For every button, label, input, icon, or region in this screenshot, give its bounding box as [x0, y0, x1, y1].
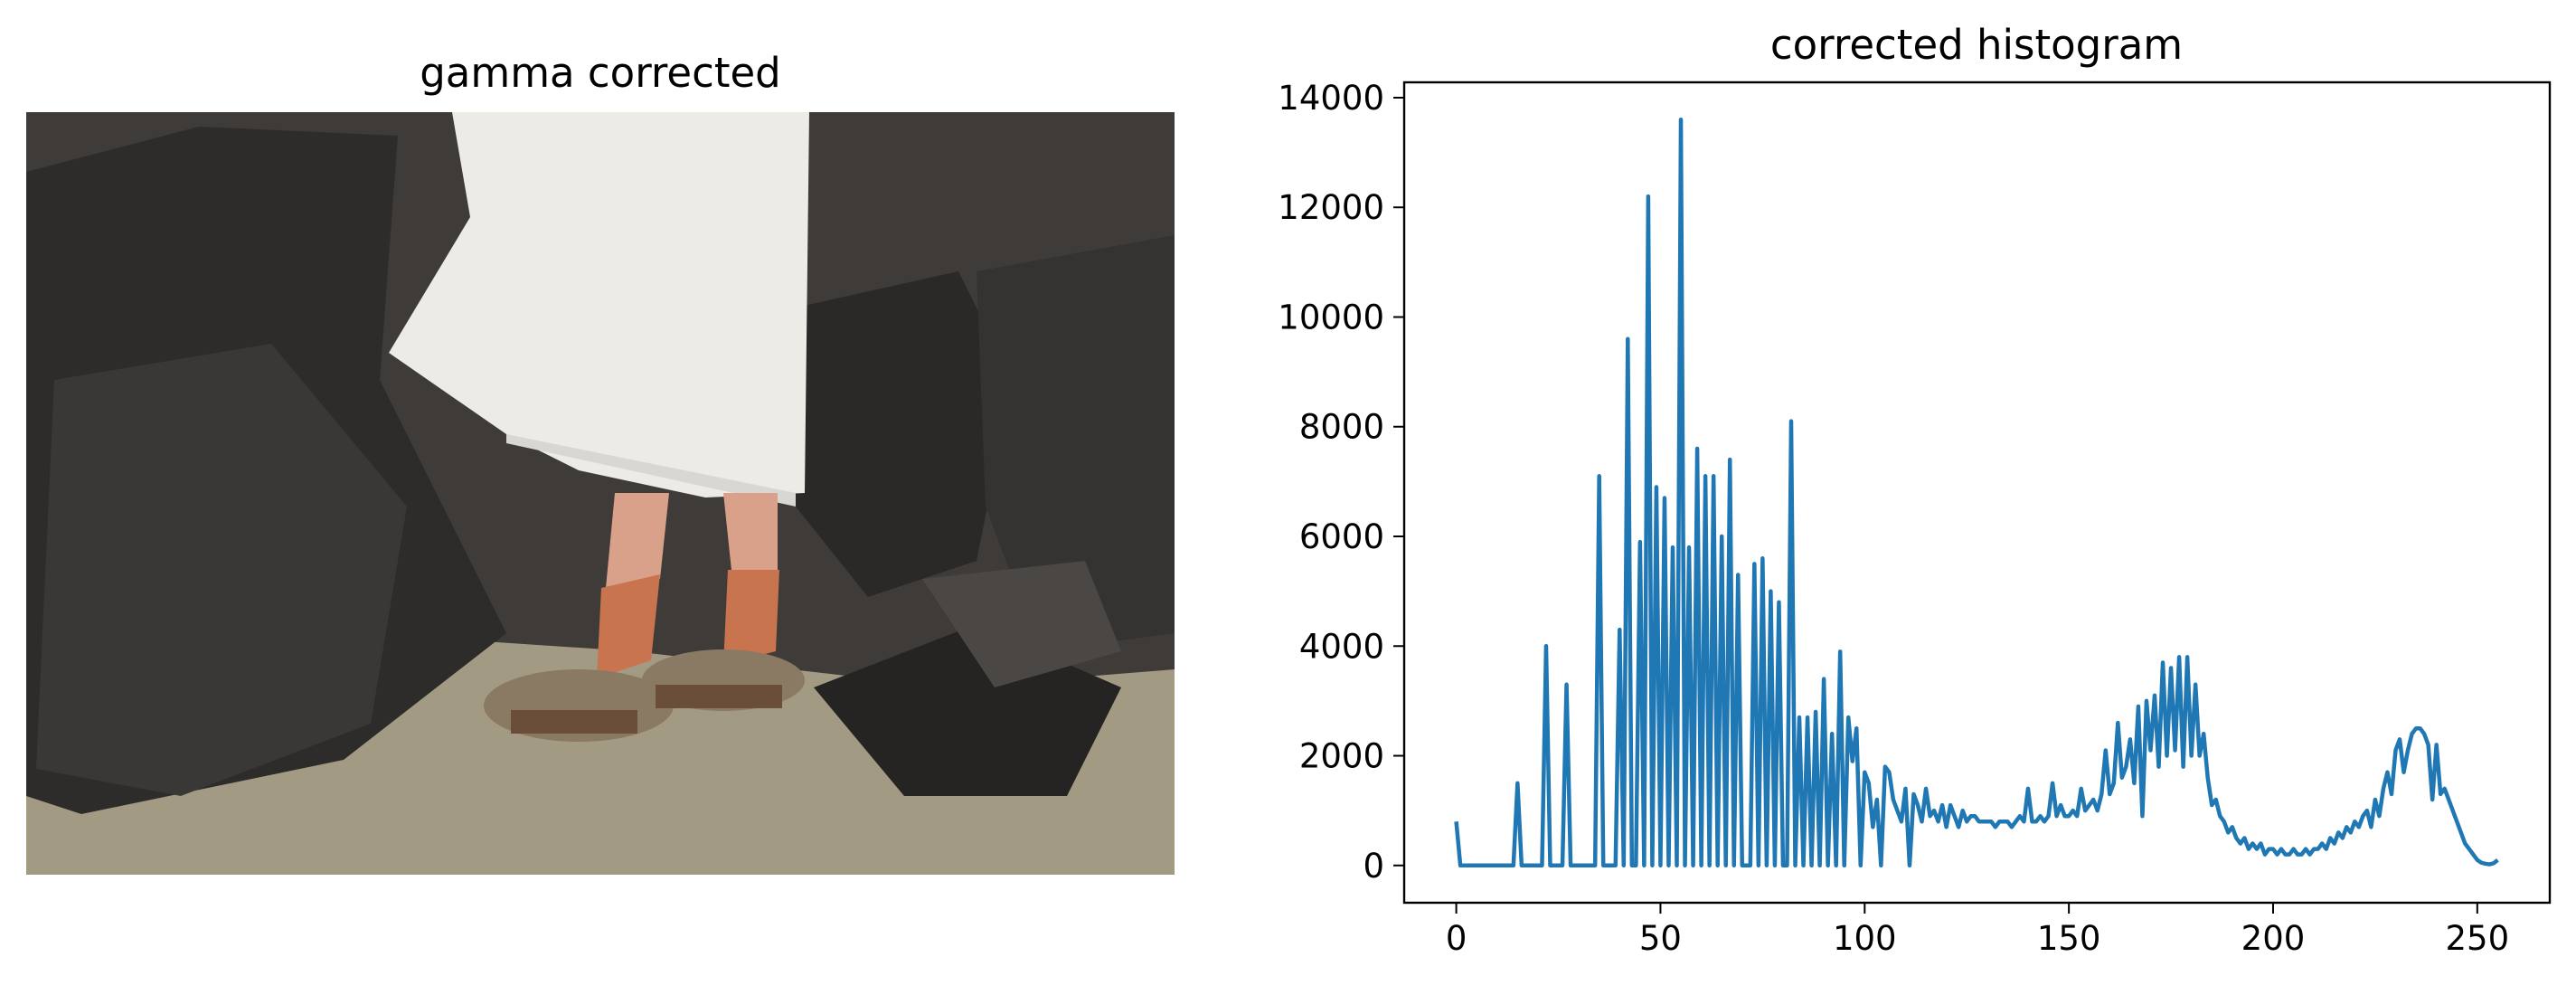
- x-tick-label: 50: [1639, 919, 1682, 958]
- histogram-line: [1454, 117, 2499, 868]
- x-tick-label: 100: [1833, 919, 1897, 958]
- x-tick-label: 0: [1446, 919, 1467, 958]
- x-tick-label: 150: [2037, 919, 2101, 958]
- y-tick-label: 4000: [1299, 627, 1384, 666]
- x-tick-label: 200: [2241, 919, 2306, 958]
- y-tick-label: 8000: [1299, 408, 1384, 447]
- image-title: gamma corrected: [420, 49, 781, 97]
- chart-title: corrected histogram: [1770, 21, 2183, 69]
- axes-frame: [1402, 81, 2552, 905]
- photo: [26, 112, 1175, 875]
- y-tick-label: 0: [1363, 847, 1384, 886]
- x-tick-label: 250: [2446, 919, 2510, 958]
- plot-area: 0 50 100 150 200 250 0 2000 4000 6000 8000 10000 120…: [1278, 79, 2509, 958]
- y-tick-label: 12000: [1278, 188, 1384, 227]
- y-tick-label: 10000: [1278, 298, 1384, 336]
- y-tick-label: 14000: [1278, 79, 1384, 118]
- y-tick-label: 2000: [1299, 737, 1384, 776]
- y-tick-label: 6000: [1299, 517, 1384, 556]
